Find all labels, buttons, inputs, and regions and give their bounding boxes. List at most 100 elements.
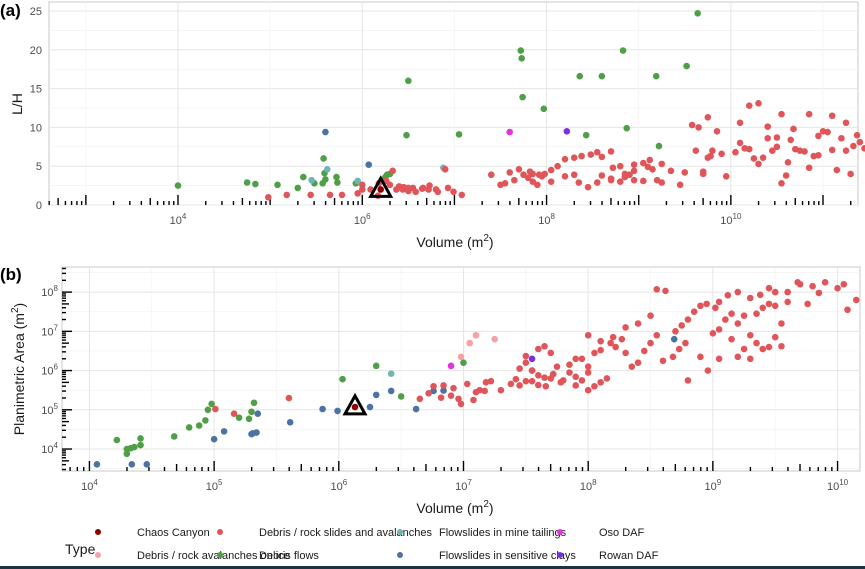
- panel-b-point: [425, 390, 432, 397]
- panel-a-x-tick-label-exponent: 6: [366, 212, 371, 221]
- panel-a-point: [377, 186, 385, 193]
- panel-b-y-tick-label-exponent: 7: [54, 323, 59, 332]
- legend-key-dot: [397, 529, 403, 535]
- panel-a-point: [607, 148, 615, 155]
- panel-b-point: [470, 396, 477, 404]
- panel-b-point: [466, 339, 474, 347]
- panel-a-point: [607, 176, 615, 184]
- panel-b-point: [372, 362, 380, 370]
- panel-a-point: [354, 190, 361, 197]
- panel-a-point: [517, 47, 525, 54]
- panel-b-point: [319, 405, 326, 413]
- panel-a-x-tick-label: 1010: [720, 212, 742, 227]
- panel-b-point: [724, 291, 732, 299]
- panel-b-point: [653, 331, 661, 339]
- panel-a-point: [769, 147, 776, 154]
- panel-b-point: [566, 361, 573, 368]
- panel-b-point: [771, 302, 779, 310]
- panel-b-x-tick-label-base: 10: [330, 481, 342, 493]
- panel-b-point: [759, 304, 767, 312]
- panel-a-point: [441, 166, 449, 173]
- legend-key-dot: [217, 529, 223, 535]
- panel-a-point: [274, 181, 281, 189]
- panel-a-point: [640, 177, 647, 185]
- panel-b-point: [815, 289, 823, 297]
- panel-b-point: [669, 353, 677, 361]
- panel-b-x-tick-label-base: 10: [827, 481, 839, 493]
- panel-a-point: [619, 47, 627, 54]
- panel-a-point: [243, 179, 251, 186]
- panel-b-point: [437, 394, 445, 401]
- panel-a-point: [707, 152, 714, 160]
- panel-b-point: [137, 435, 144, 442]
- panel-a-x-axis-title-close: ): [489, 234, 494, 250]
- panel-b-point: [412, 405, 420, 413]
- panel-b-point: [740, 312, 748, 319]
- panel-a-point: [405, 77, 412, 85]
- panel-a-point: [609, 164, 617, 172]
- panel-b-point: [476, 386, 484, 394]
- panel-a-point: [676, 181, 684, 189]
- panel-a-point: [593, 148, 601, 156]
- panel-b-point: [697, 353, 704, 361]
- panel-b-x-tick-label-exponent: 4: [93, 478, 98, 487]
- panel-a-y-tick-label: 25: [30, 6, 42, 18]
- panel-a-point: [732, 148, 739, 156]
- panel-b-point: [578, 355, 586, 363]
- panel-b-y-tick-label: 104: [41, 441, 58, 456]
- panel-a-point: [587, 151, 595, 158]
- panel-b-point: [170, 433, 178, 440]
- panel-b-point: [351, 403, 359, 411]
- panel-b-point: [734, 353, 742, 361]
- panel-b-point: [460, 359, 467, 367]
- panel-b-x-tick-label: 106: [330, 478, 347, 493]
- panel-a-point: [570, 171, 578, 179]
- panel-b-point: [834, 284, 841, 292]
- panel-a-point: [455, 131, 463, 138]
- panel-a-point: [563, 127, 571, 135]
- panel-b-point: [123, 450, 131, 458]
- panel-b-point: [740, 345, 748, 353]
- panel-a-point: [501, 179, 509, 187]
- panel-b-point: [535, 371, 542, 379]
- panel-b-point: [591, 349, 598, 357]
- panel-a-point: [699, 170, 707, 178]
- panel-b-point: [684, 316, 692, 323]
- panel-b-y-tick-label-base: 10: [41, 287, 53, 299]
- panel-a-point: [403, 131, 410, 139]
- panel-a-point: [630, 161, 638, 168]
- panel-b-point: [804, 300, 811, 308]
- panel-b-x-tick-label-exponent: 10: [839, 478, 848, 487]
- panel-b-y-tick-label: 106: [41, 363, 58, 378]
- legend-item: Flowslides in sensitive clays: [397, 550, 576, 562]
- panel-b-y-axis-title-sup: 2: [10, 307, 21, 313]
- panel-b-point: [507, 380, 515, 388]
- panel-a-point: [405, 184, 412, 192]
- panel-b-point: [722, 316, 729, 323]
- panel-a-point: [506, 169, 514, 176]
- panel-a-point: [828, 112, 836, 120]
- legend-key-dot: [95, 552, 101, 558]
- legend: Type Chaos Canyon Debris / rock avalanche…: [65, 527, 659, 562]
- panel-b-x-tick-label-exponent: 6: [343, 478, 348, 487]
- panel-b-y-tick-label-exponent: 8: [54, 284, 59, 293]
- panel-b-point: [416, 395, 424, 403]
- panel-b-point: [647, 312, 654, 319]
- panel-b-point: [450, 384, 457, 392]
- legend-title: Type: [65, 541, 96, 557]
- panel-b-point: [618, 335, 626, 343]
- panel-b-point: [285, 394, 293, 402]
- panel-a-x-tick-label-exponent: 4: [182, 212, 187, 221]
- panel-a-point: [764, 134, 772, 142]
- panel-a-x-tick-label: 104: [170, 212, 187, 227]
- panel-b-point: [553, 363, 561, 370]
- panel-b-x-tick-label: 105: [206, 478, 223, 493]
- legend-item-label: Oso DAF: [599, 527, 645, 539]
- panel-a-point: [320, 155, 327, 162]
- panel-b-point: [753, 310, 760, 317]
- panel-b-point: [212, 405, 219, 413]
- panel-b-point: [746, 331, 754, 339]
- legend-item: Rowan DAF: [557, 550, 659, 562]
- panel-a-point: [692, 147, 700, 154]
- panel-b-y-tick-label-base: 10: [41, 366, 53, 378]
